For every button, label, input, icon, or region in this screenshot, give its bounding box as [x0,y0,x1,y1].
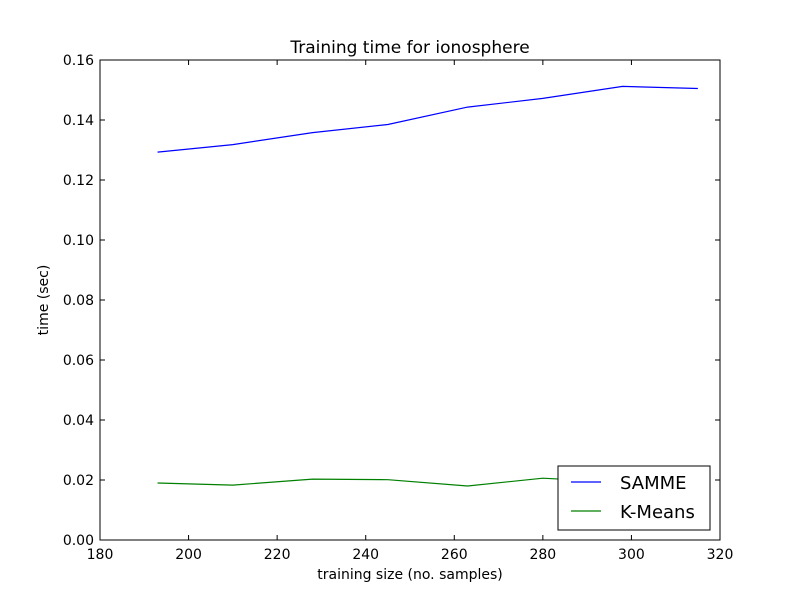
series-line-samme [157,85,698,153]
y-tick-label: 0.08 [63,293,94,309]
y-tick-label: 0.16 [63,53,94,69]
y-tick-label: 0.04 [63,413,94,429]
x-tick-label: 320 [707,547,734,563]
legend-label-kmeans: K-Means [620,502,695,523]
y-tick-label: 0.12 [63,173,94,189]
y-axis-label: time (sec) [36,265,52,336]
legend-frame [557,465,711,531]
x-tick-label: 180 [87,547,114,563]
plot-area [100,60,720,540]
ticks-layer: 180 200 220 240 260 280 300 320 0.00 0.02 0.04 0.06… [63,53,734,563]
y-tick-label: 0.00 [63,533,94,549]
x-axis-label: training size (no. samples) [317,567,503,583]
legend-label-samme: SAMME [620,473,687,494]
x-tick-label: 300 [618,547,645,563]
y-tick-label: 0.06 [63,353,94,369]
legend: SAMME K-Means [557,465,711,531]
y-tick-label: 0.02 [63,473,94,489]
chart-title: Training time for ionosphere [289,38,529,58]
x-tick-label: 220 [264,547,291,563]
y-tick-label: 0.10 [63,233,94,249]
plot-frame [99,59,721,541]
x-tick-label: 260 [441,547,468,563]
x-tick-label: 280 [529,547,556,563]
x-tick-label: 200 [175,547,202,563]
y-tick-label: 0.14 [63,113,94,129]
x-tick-label: 240 [352,547,379,563]
